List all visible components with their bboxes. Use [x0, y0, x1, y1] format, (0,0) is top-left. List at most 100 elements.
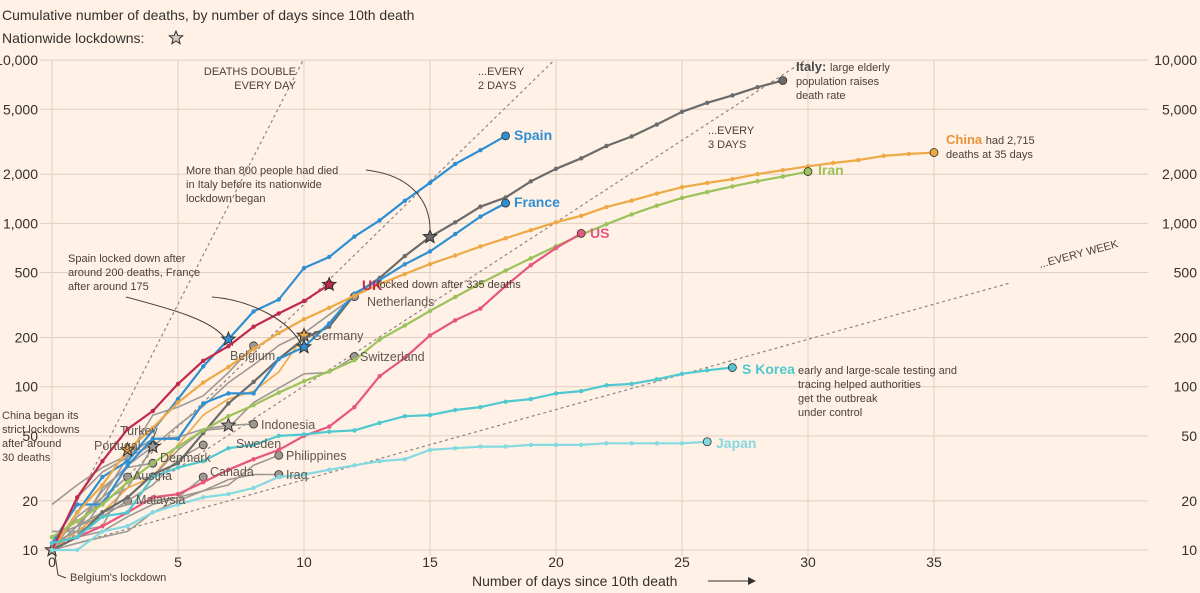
legend-star-icon — [167, 29, 185, 45]
data-point-japan — [226, 491, 231, 497]
data-point-china — [327, 305, 332, 311]
data-point-china — [780, 167, 785, 173]
y-tick-label-right: 10 — [1181, 542, 1197, 558]
series-line-denmark — [52, 462, 153, 533]
data-point-us — [100, 523, 105, 529]
data-point-japan — [276, 474, 281, 480]
data-point-italy — [478, 204, 483, 209]
data-point-china — [629, 198, 634, 203]
series-label-netherlands: Netherlands — [367, 295, 434, 309]
series-label-us: US — [590, 225, 609, 241]
data-point-iran — [453, 294, 458, 300]
data-point-iran — [528, 256, 533, 261]
data-point-us — [276, 447, 281, 453]
data-point-s-korea — [679, 371, 685, 376]
data-point-uk — [201, 358, 206, 364]
data-point-spain — [327, 254, 332, 260]
data-point-france — [251, 391, 256, 396]
data-point-spain — [402, 198, 407, 204]
data-point-s-korea — [427, 412, 433, 418]
data-point-iran — [150, 461, 155, 466]
end-marker-iran — [803, 167, 813, 176]
data-point-italy — [679, 109, 685, 114]
data-point-iran — [251, 403, 256, 408]
data-point-us — [427, 333, 433, 338]
data-point-iran — [755, 179, 760, 184]
data-point-iran — [100, 502, 105, 507]
y-tick-label-left: 10,000 — [0, 52, 38, 68]
data-point-france — [276, 356, 281, 362]
data-point-japan — [453, 446, 458, 451]
data-point-italy — [705, 100, 710, 106]
series-line-china — [51, 151, 935, 551]
data-point-iran — [679, 195, 685, 201]
data-point-s-korea — [629, 381, 634, 387]
lockdown-star-italy — [421, 228, 439, 244]
series-label-iraq: Iraq — [286, 468, 308, 482]
end-marker-france — [501, 198, 511, 208]
series-labels: Spain France Iran US UK S Korea Japan Netherlan… — [94, 127, 844, 507]
data-point-italy — [528, 179, 533, 184]
data-point-france — [377, 277, 382, 283]
data-point-us — [503, 283, 508, 289]
data-point-china — [100, 482, 105, 488]
data-point-japan — [251, 485, 256, 491]
data-point-uk — [251, 324, 256, 329]
data-point-italy — [629, 134, 634, 139]
data-point-france — [201, 401, 206, 406]
series-label-turkey: Turkey — [120, 424, 158, 438]
data-point-italy — [453, 220, 458, 225]
y-tick-label-left: 10 — [22, 542, 38, 558]
data-point-iran — [377, 337, 382, 342]
data-point-italy — [553, 166, 559, 172]
annotation-uk-note: locked down after 335 deaths — [377, 279, 521, 291]
lockdown-star-indonesia — [220, 416, 237, 433]
y-tick-label-left: 500 — [15, 265, 39, 281]
data-point-china — [301, 317, 307, 322]
y-tick-label-left: 100 — [15, 379, 39, 395]
data-point-japan — [629, 441, 634, 446]
data-point-china — [352, 293, 357, 298]
data-point-iran — [226, 413, 231, 419]
data-point-japan — [125, 523, 130, 529]
data-point-spain — [100, 474, 105, 480]
data-point-iran — [352, 358, 357, 363]
data-point-us — [553, 245, 559, 251]
data-point-s-korea — [150, 474, 155, 480]
data-point-spain — [427, 180, 433, 186]
y-tick-label-right: 20 — [1181, 493, 1197, 509]
data-point-us — [453, 318, 458, 323]
annotation-italy-800: lockdown began — [186, 193, 266, 205]
data-point-us — [327, 424, 332, 429]
data-point-italy — [125, 495, 130, 500]
data-point-china — [75, 510, 80, 515]
data-point-s-korea — [453, 407, 458, 413]
data-point-france — [327, 321, 332, 326]
data-point-s-korea — [352, 428, 357, 433]
data-point-us — [377, 373, 382, 379]
y-tick-label-right: 1,000 — [1162, 215, 1197, 231]
data-point-china — [705, 180, 710, 186]
series-label-france: France — [514, 194, 560, 210]
series-label-iran: Iran — [818, 162, 844, 178]
data-point-spain — [201, 364, 206, 369]
x-axis-arrow-head — [748, 577, 756, 585]
data-point-s-korea — [503, 399, 508, 404]
data-point-china — [528, 228, 533, 233]
series-label-japan: Japan — [716, 435, 756, 451]
y-tick-label-right: 50 — [1181, 428, 1197, 444]
y-tick-label-left: 2,000 — [3, 166, 38, 182]
guide-label: DEATHS DOUBLE — [204, 66, 296, 78]
lockdown-star-uk — [321, 276, 338, 292]
series-line-austria — [51, 476, 129, 551]
data-point-france — [427, 249, 433, 254]
lockdown-star-china — [119, 441, 136, 457]
end-marker-japan — [702, 437, 712, 447]
guide-label: ...EVERY — [708, 125, 755, 137]
annotation-china-lock: strict lockdowns — [2, 424, 80, 436]
data-point-italy — [654, 122, 659, 127]
guide-label: 2 DAYS — [478, 80, 516, 92]
data-point-spain — [352, 234, 357, 239]
series-label-spain: Spain — [514, 127, 552, 143]
data-point-italy — [301, 336, 307, 341]
